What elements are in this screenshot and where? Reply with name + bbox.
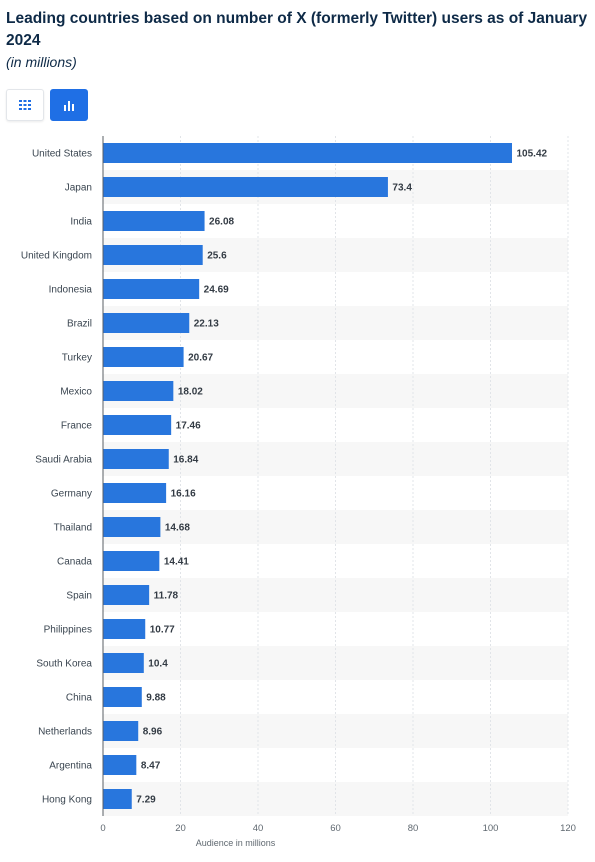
data-label: 14.41 — [164, 557, 189, 568]
bar — [103, 449, 169, 469]
category-label: Mexico — [60, 387, 92, 398]
row-band — [103, 374, 568, 408]
x-tick-label: 40 — [253, 823, 264, 834]
grid-icon — [19, 100, 31, 110]
category-label: China — [66, 693, 93, 704]
row-band — [103, 578, 568, 612]
data-label: 20.67 — [188, 353, 213, 364]
data-label: 22.13 — [194, 319, 219, 330]
bar — [103, 619, 146, 639]
row-band — [103, 510, 568, 544]
category-label: United Kingdom — [21, 251, 92, 262]
category-label: Netherlands — [38, 727, 92, 738]
data-label: 18.02 — [178, 387, 203, 398]
bar — [103, 177, 388, 197]
category-label: South Korea — [36, 659, 92, 670]
x-tick-label: 20 — [175, 823, 186, 834]
row-band — [103, 646, 568, 680]
bar — [103, 313, 190, 333]
data-label: 17.46 — [176, 421, 201, 432]
category-label: Germany — [51, 489, 92, 500]
data-label: 7.29 — [136, 795, 156, 806]
bar — [103, 585, 150, 605]
bar — [103, 245, 203, 265]
data-label: 9.88 — [146, 693, 166, 704]
chart-title: Leading countries based on number of X (… — [6, 10, 588, 49]
data-label: 73.4 — [392, 183, 412, 194]
chart-view-button[interactable] — [50, 89, 88, 121]
category-label: France — [61, 421, 93, 432]
data-label: 8.47 — [141, 761, 161, 772]
category-label: Thailand — [54, 523, 92, 534]
data-label: 10.77 — [150, 625, 175, 636]
x-tick-label: 60 — [330, 823, 341, 834]
x-tick-label: 0 — [100, 823, 105, 834]
bar-chart-icon — [64, 100, 74, 111]
bar — [103, 347, 184, 367]
bar — [103, 551, 160, 571]
bar — [103, 755, 137, 775]
bar — [103, 517, 161, 537]
row-band — [103, 714, 568, 748]
bar — [103, 687, 142, 707]
data-label: 25.6 — [207, 251, 227, 262]
data-label: 14.68 — [165, 523, 190, 534]
data-label: 24.69 — [204, 285, 229, 296]
data-label: 105.42 — [517, 149, 548, 160]
bar — [103, 279, 200, 299]
data-label: 16.16 — [171, 489, 196, 500]
x-tick-label: 120 — [560, 823, 576, 834]
category-label: Philippines — [44, 625, 92, 636]
data-label: 16.84 — [173, 455, 198, 466]
category-label: Hong Kong — [42, 795, 92, 806]
bar — [103, 211, 205, 231]
category-label: Argentina — [49, 761, 92, 772]
category-label: India — [70, 217, 92, 228]
bar — [103, 381, 174, 401]
bar — [103, 415, 172, 435]
data-label: 8.96 — [143, 727, 163, 738]
category-label: Indonesia — [49, 285, 93, 296]
category-label: Saudi Arabia — [35, 455, 92, 466]
row-band — [103, 442, 568, 476]
bar — [103, 721, 139, 741]
x-axis-title: Audience in millions — [196, 838, 276, 848]
category-label: Brazil — [67, 319, 92, 330]
category-label: Canada — [57, 557, 92, 568]
category-label: United States — [32, 149, 92, 160]
row-band — [103, 782, 568, 816]
x-tick-label: 100 — [483, 823, 499, 834]
bar — [103, 483, 167, 503]
table-view-button[interactable] — [6, 89, 44, 121]
bar — [103, 143, 513, 163]
category-label: Turkey — [62, 353, 92, 364]
data-label: 26.08 — [209, 217, 234, 228]
x-tick-label: 80 — [408, 823, 419, 834]
category-label: Spain — [66, 591, 92, 602]
category-label: Japan — [65, 183, 92, 194]
data-label: 11.78 — [154, 591, 179, 602]
bar — [103, 789, 132, 809]
bar — [103, 653, 144, 673]
chart-subtitle: (in millions) — [6, 54, 77, 70]
data-label: 10.4 — [148, 659, 168, 670]
